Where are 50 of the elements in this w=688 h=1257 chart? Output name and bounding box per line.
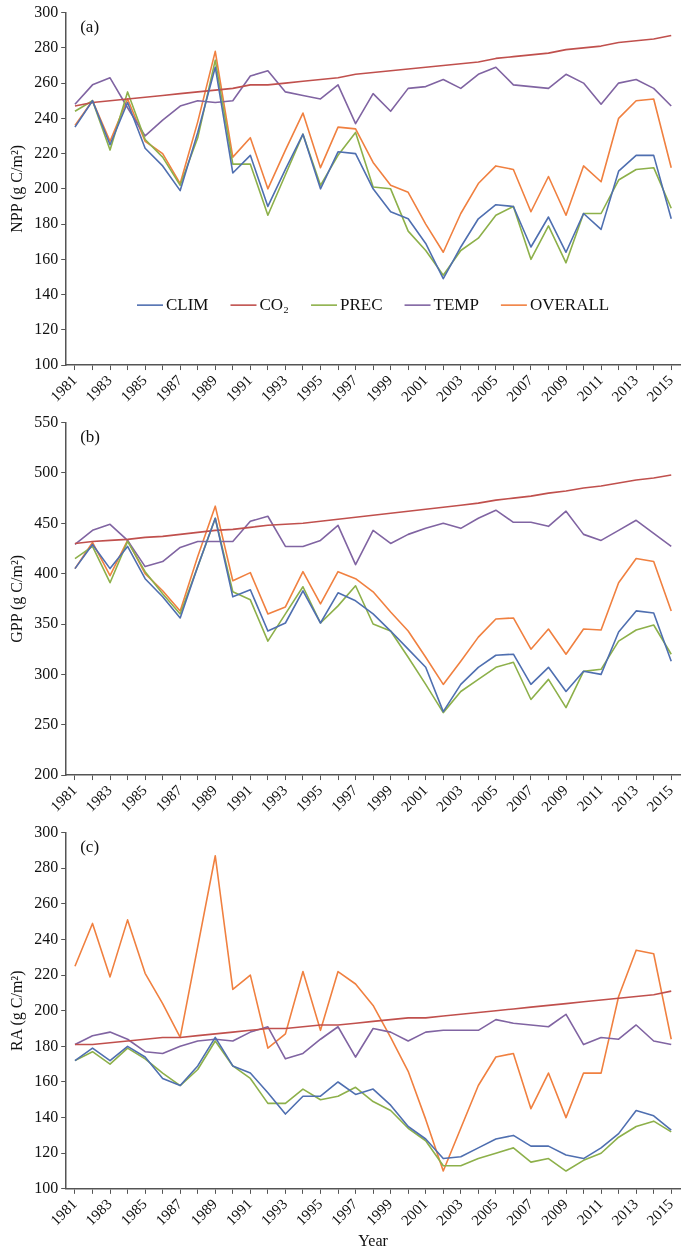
y-tick-label: 260 (34, 894, 59, 912)
y-tick-label: 240 (34, 108, 59, 126)
y-tick-label: 120 (34, 320, 59, 338)
y-tick-label: 100 (34, 355, 59, 373)
y-tick-label: 250 (34, 714, 59, 732)
y-tick-label: 140 (34, 284, 59, 302)
y-tick-label: 280 (34, 858, 59, 876)
x-axis-title: Year (358, 1231, 389, 1249)
y-tick-label: 200 (34, 765, 59, 783)
chart-title: (c) (80, 836, 100, 856)
legend-label: PREC (340, 294, 383, 314)
chart-title: (b) (80, 426, 101, 446)
y-tick-label: 240 (34, 929, 59, 947)
y-tick-label: 400 (34, 563, 59, 581)
y-tick-label: 500 (34, 463, 59, 481)
legend-label: TEMP (433, 294, 479, 314)
y-axis-title: RA (g C/m²) (7, 970, 26, 1051)
y-tick-label: 300 (34, 2, 59, 20)
y-tick-label: 350 (34, 614, 59, 632)
x-tick-label: 1983 (82, 1195, 115, 1229)
y-tick-label: 450 (34, 513, 59, 531)
y-tick-label: 550 (34, 412, 59, 430)
y-tick-label: 260 (34, 73, 59, 91)
y-axis-title: GPP (g C/m²) (7, 554, 26, 643)
legend-label: OVERALL (529, 294, 610, 314)
y-tick-label: 180 (34, 214, 59, 232)
y-tick-label: 100 (34, 1179, 59, 1197)
y-tick-label: 220 (34, 143, 59, 161)
y-tick-label: 160 (34, 249, 59, 267)
x-tick-label: 2011 (573, 1195, 606, 1228)
x-tick-label: 1993 (257, 782, 291, 815)
y-axis-title: NPP (g C/m²) (7, 144, 26, 233)
x-tick-label: 1991 (222, 782, 256, 815)
x-tick-label: 1991 (222, 1195, 256, 1229)
y-tick-label: 300 (34, 664, 59, 682)
x-tick-label: 1991 (222, 372, 256, 405)
y-tick-label: 220 (34, 965, 59, 983)
y-tick-label: 300 (34, 822, 59, 840)
y-tick-label: 140 (34, 1107, 59, 1125)
x-tick-label: 1981 (47, 1195, 80, 1229)
y-tick-label: 200 (34, 1000, 59, 1018)
y-tick-label: 200 (34, 179, 59, 197)
y-tick-label: 160 (34, 1072, 59, 1090)
y-tick-label: 120 (34, 1143, 59, 1161)
legend-label: CO₂ (259, 294, 290, 314)
y-tick-label: 280 (34, 38, 59, 56)
legend-label: CLIM (165, 294, 209, 314)
x-tick-label: 1993 (257, 372, 291, 405)
y-tick-label: 180 (34, 1036, 59, 1054)
chart-title: (a) (80, 16, 100, 36)
